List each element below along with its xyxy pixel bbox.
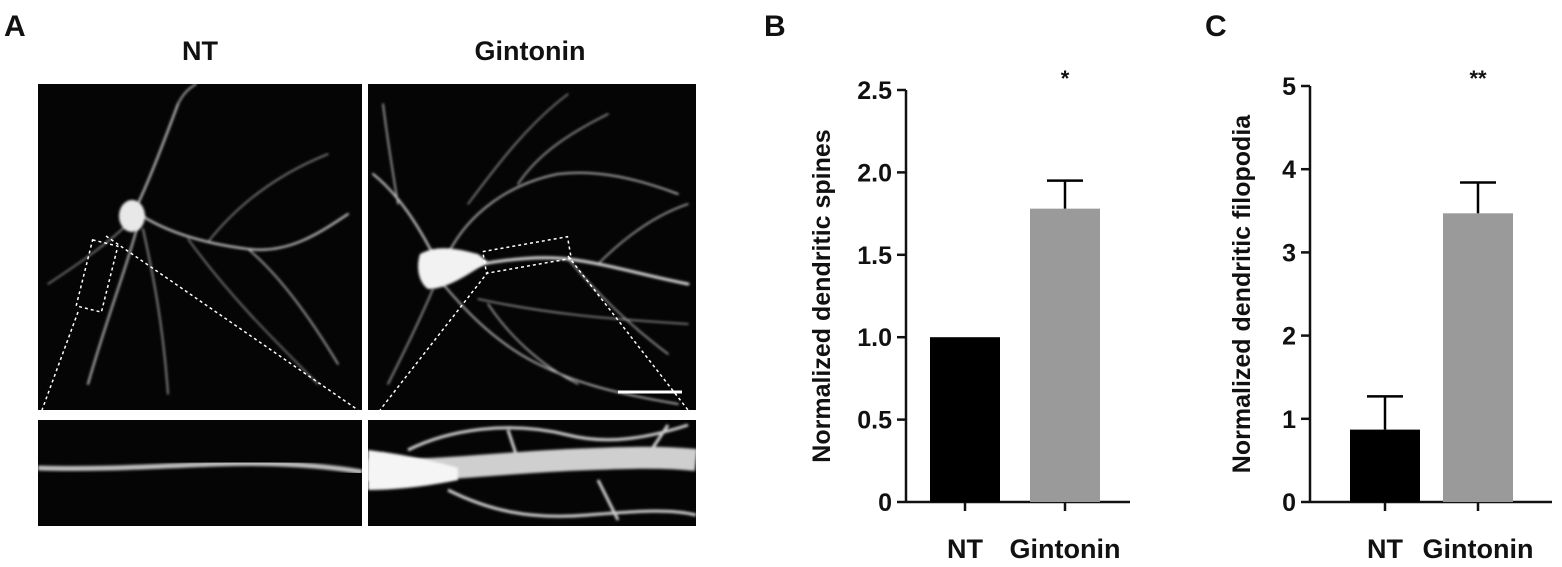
y-tick-label: 1 [1282,406,1296,434]
bar-nt [1350,429,1420,502]
micrograph-title-gintonin: Gintonin [474,36,586,66]
bar-nt [930,337,1000,502]
nt-zoom-micrograph [38,420,362,526]
chart-b-plot: 0 0.5 1.0 1.5 2.0 2.5 NT Gintonin * Normalized de… [808,66,1130,564]
chart-c-plot: 0 1 2 3 4 5 NT Gintonin ** Normalized dendritic f… [1228,66,1552,564]
y-tick-label: 1.5 [857,242,892,270]
panel-letter-a: A [4,10,26,43]
y-axis-label: Normalized dendritic filopodia [1228,114,1256,473]
micrograph-title-nt: NT [182,36,218,66]
significance-marker: * [1061,66,1070,91]
panel-letter-b: B [764,10,786,43]
y-axis-label: Normalized dendritic spines [808,129,836,462]
x-tick-label: Gintonin [1423,534,1534,564]
x-tick-label: Gintonin [1010,534,1121,564]
y-tick-label: 3 [1282,239,1296,267]
nt-zoom-box [75,238,119,314]
x-tick-label: NT [1367,534,1403,564]
nt-soma [119,200,145,232]
x-tick-label: NT [947,534,983,564]
nt-dendrite-drawing [38,460,362,475]
y-tick-label: 0 [1282,489,1296,517]
bar-gintonin [1443,213,1513,502]
y-tick-label: 0.5 [857,407,892,435]
gintonin-zoom-micrograph [368,420,696,526]
gintonin-neuron-drawing [372,93,690,410]
gintonin-dendrite-drawing [368,423,696,521]
y-tick-label: 2 [1282,323,1296,351]
y-tick-label: 2.5 [857,77,892,105]
significance-marker: ** [1469,66,1487,91]
y-tick-label: 2.0 [857,159,892,187]
gintonin-zoom-box [481,235,573,275]
y-tick-label: 5 [1282,73,1296,101]
chart-b: 0 0.5 1.0 1.5 2.0 2.5 NT Gintonin * Normalized de… [780,40,1160,567]
y-tick-label: 1.0 [857,324,892,352]
nt-overview-micrograph [38,84,362,410]
bar-gintonin [1030,208,1100,502]
gintonin-soma [418,248,488,289]
y-tick-label: 4 [1282,156,1296,184]
nt-neuron-drawing [41,84,359,410]
gintonin-overview-micrograph [368,84,696,410]
chart-c: 0 1 2 3 4 5 NT Gintonin ** Normalized dendritic f… [1210,40,1562,567]
panel-letter-c: C [1205,10,1227,43]
y-tick-label: 0 [878,489,892,517]
